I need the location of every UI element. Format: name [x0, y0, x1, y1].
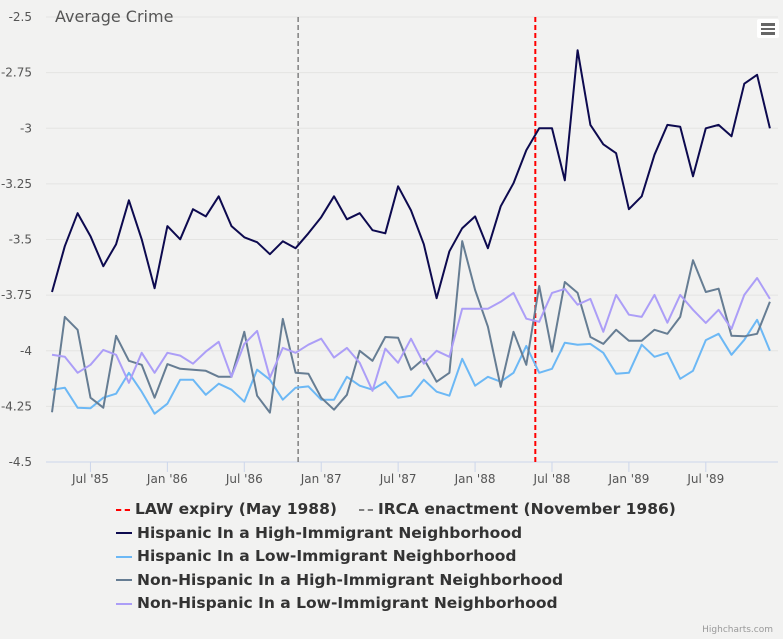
y-tick-label: -4.25 — [1, 399, 32, 413]
y-tick-label: -3 — [20, 121, 32, 135]
legend-item-hispanic-low[interactable]: Hispanic In a Low-Immigrant Neighborhood — [116, 545, 698, 569]
y-tick-label: -4.5 — [9, 455, 32, 469]
x-tick-label: Jan '88 — [454, 472, 496, 486]
series-group — [51, 49, 771, 415]
x-tick-label: Jul '88 — [533, 472, 571, 486]
legend-label: Non-Hispanic In a Low-Immigrant Neighbor… — [137, 594, 558, 612]
x-tick-label: Jan '86 — [146, 472, 188, 486]
x-axis: Jul '85 Jan '86 Jul '86 Jan '87 Jul '87 Jan '… — [46, 461, 778, 486]
gray-dash-icon — [358, 508, 373, 511]
y-tick-label: -3.75 — [1, 288, 32, 302]
series-line-icon — [116, 602, 132, 605]
series-line-hispanic-in-a-high-immigrant-neighborhood[interactable] — [51, 49, 771, 300]
legend-item-hispanic-high[interactable]: Hispanic In a High-Immigrant Neighborhoo… — [116, 522, 698, 546]
hamburger-menu-icon — [761, 23, 775, 26]
legend-item-nonhispanic-low[interactable]: Non-Hispanic In a Low-Immigrant Neighbor… — [116, 592, 698, 616]
series-line-icon — [116, 579, 132, 582]
legend-label: Hispanic In a Low-Immigrant Neighborhood — [137, 547, 517, 565]
legend-item-irca-enactment[interactable]: IRCA enactment (November 1986) — [358, 498, 676, 522]
series-line-hispanic-in-a-low-immigrant-neighborhood[interactable] — [51, 318, 771, 415]
x-tick-label: Jul '86 — [225, 472, 263, 486]
y-axis: -2.5 -2.75 -3 -3.25 -3.5 -3.75 -4 -4.25 -4.5 — [1, 10, 32, 469]
x-tick-label: Jul '89 — [686, 472, 724, 486]
chart-title: Average Crime — [55, 7, 173, 26]
legend-label: IRCA enactment (November 1986) — [377, 500, 676, 518]
red-dash-icon — [116, 508, 130, 511]
y-tick-label: -2.5 — [9, 10, 32, 24]
credits-link[interactable]: Highcharts.com — [702, 625, 773, 635]
x-tick-label: Jul '85 — [71, 472, 109, 486]
series-line-non-hispanic-in-a-low-immigrant-neighborhood[interactable] — [51, 277, 771, 392]
y-tick-label: -2.75 — [1, 66, 32, 80]
legend-label: Non-Hispanic In a High-Immigrant Neighbo… — [137, 570, 564, 589]
legend: LAW expiry (May 1988) IRCA enactment (No… — [116, 498, 698, 616]
hamburger-menu-icon-bar — [761, 32, 775, 35]
series-line-icon — [116, 555, 132, 558]
chart-context-menu-button[interactable] — [757, 19, 779, 38]
legend-label: LAW expiry (May 1988) — [135, 500, 337, 518]
series-line-non-hispanic-in-a-high-immigrant-neighborhood[interactable] — [51, 240, 771, 414]
x-tick-label: Jan '89 — [607, 472, 649, 486]
legend-label: Hispanic In a High-Immigrant Neighborhoo… — [137, 523, 523, 542]
series-line-icon — [116, 532, 132, 535]
y-tick-label: -4 — [20, 344, 32, 358]
x-tick-label: Jul '87 — [379, 472, 417, 486]
legend-row-plotlines: LAW expiry (May 1988) IRCA enactment (No… — [116, 498, 698, 522]
grid-lines — [46, 16, 778, 407]
y-tick-label: -3.5 — [9, 233, 32, 247]
hamburger-menu-icon-bar — [761, 27, 775, 30]
legend-item-law-expiry[interactable]: LAW expiry (May 1988) — [116, 498, 337, 522]
y-tick-label: -3.25 — [1, 177, 32, 191]
legend-item-nonhispanic-high[interactable]: Non-Hispanic In a High-Immigrant Neighbo… — [116, 569, 698, 593]
x-tick-label: Jan '87 — [300, 472, 342, 486]
